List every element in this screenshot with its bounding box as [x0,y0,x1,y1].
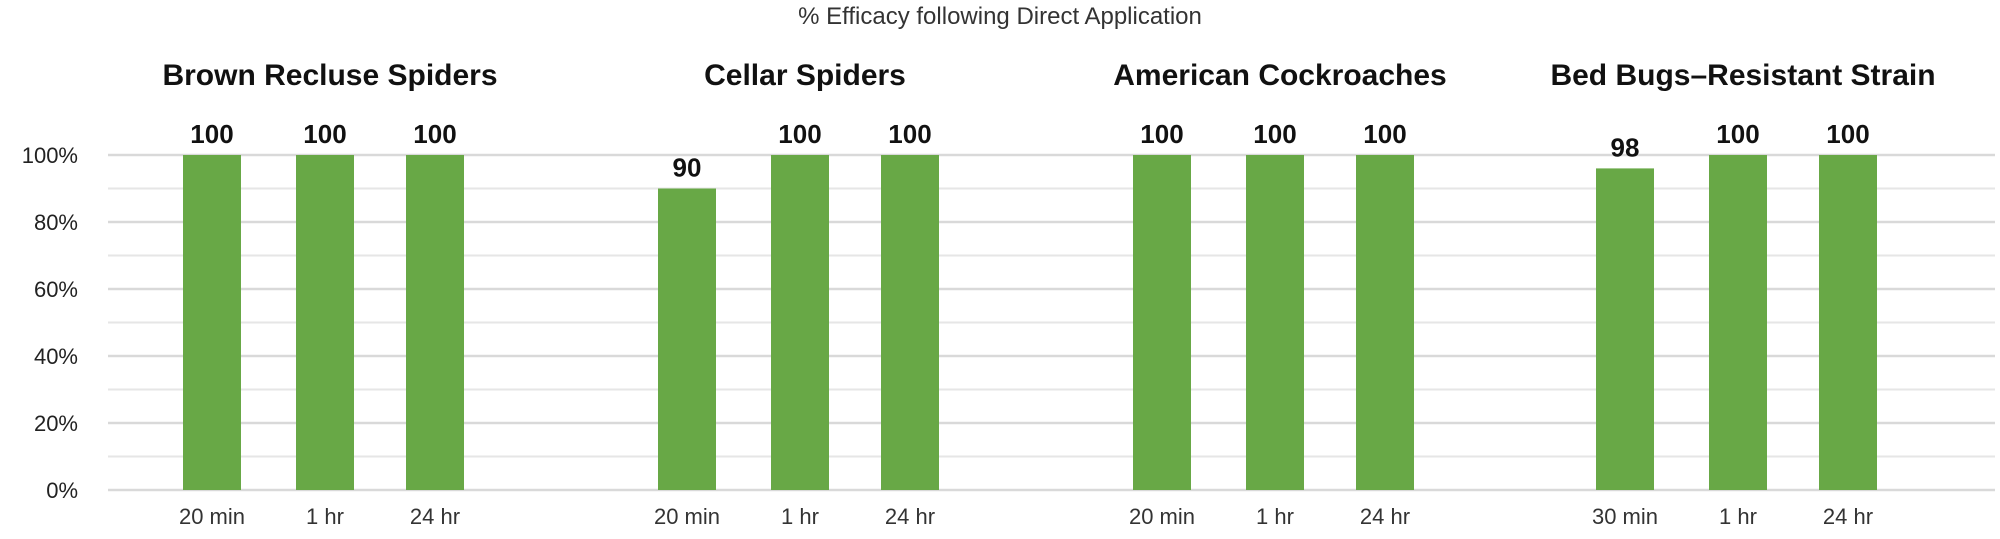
data-label: 100 [1363,119,1406,149]
bar [1709,155,1767,490]
y-tick-label: 100% [22,143,78,168]
y-tick-label: 20% [34,411,78,436]
x-tick-label: 20 min [654,504,720,529]
bar [881,155,939,490]
chart-group: Brown Recluse Spiders 100 20 min 100 1 hr 100… [162,59,497,529]
x-tick-label: 1 hr [1256,504,1294,529]
data-label: 100 [888,119,931,149]
y-tick-label: 60% [34,277,78,302]
group-title: Bed Bugs–Resistant Strain [1550,59,1935,92]
group-title: Brown Recluse Spiders [162,59,497,92]
bar [771,155,829,490]
chart-group: American Cockroaches 100 20 min 100 1 hr 100 2… [1113,59,1447,529]
x-tick-label: 24 hr [1823,504,1873,529]
chart-title: % Efficacy following Direct Application [798,3,1202,30]
data-label: 100 [1826,119,1869,149]
data-label: 100 [1140,119,1183,149]
chart-group: Cellar Spiders 90 20 min 100 1 hr 100 24 hr [654,59,939,529]
data-label: 98 [1611,132,1640,162]
chart-groups: Brown Recluse Spiders 100 20 min 100 1 hr 100… [162,59,1935,529]
x-tick-label: 20 min [179,504,245,529]
bar [1246,155,1304,490]
y-tick-label: 0% [46,478,78,503]
x-tick-label: 20 min [1129,504,1195,529]
bar [658,188,716,490]
x-tick-label: 30 min [1592,504,1658,529]
y-tick-label: 40% [34,344,78,369]
y-tick-label: 80% [34,210,78,235]
x-tick-label: 1 hr [781,504,819,529]
x-tick-label: 1 hr [1719,504,1757,529]
chart-group: Bed Bugs–Resistant Strain 98 30 min 100 1 hr… [1550,59,1935,529]
data-label: 100 [413,119,456,149]
y-axis-ticks: 0% 20% 40% 60% 80% 100% [22,143,78,503]
bar [406,155,464,490]
group-title: American Cockroaches [1113,59,1447,92]
x-tick-label: 24 hr [410,504,460,529]
x-tick-label: 24 hr [1360,504,1410,529]
bar [1356,155,1414,490]
x-tick-label: 1 hr [306,504,344,529]
data-label: 90 [673,153,702,183]
bar [296,155,354,490]
data-label: 100 [303,119,346,149]
bar [1819,155,1877,490]
data-label: 100 [190,119,233,149]
bar [1596,168,1654,490]
bar [1133,155,1191,490]
data-label: 100 [778,119,821,149]
data-label: 100 [1253,119,1296,149]
bar [183,155,241,490]
group-title: Cellar Spiders [704,59,906,92]
data-label: 100 [1716,119,1759,149]
x-tick-label: 24 hr [885,504,935,529]
